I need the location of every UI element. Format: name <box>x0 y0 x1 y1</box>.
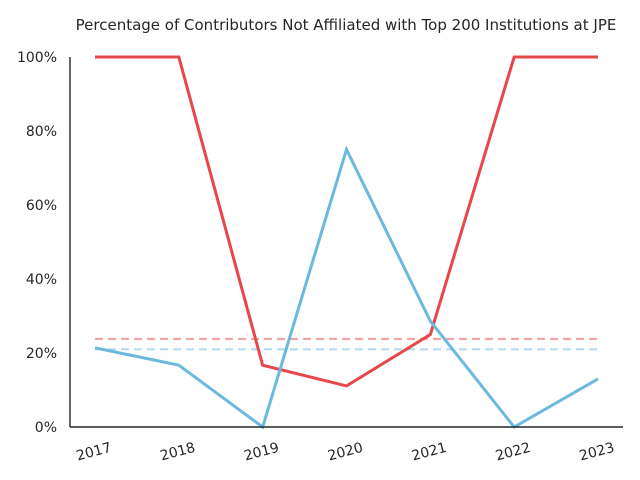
y-tick-label: 100% <box>17 50 57 66</box>
y-tick-label: 40% <box>26 272 57 288</box>
y-tick-labels: 0% 20% 40% 60% 80% 100% <box>17 50 57 436</box>
x-tick-label: 2022 <box>494 440 533 465</box>
y-tick-label: 80% <box>26 124 57 140</box>
chart-title: Percentage of Contributors Not Affiliate… <box>76 16 617 34</box>
x-tick-label: 2023 <box>578 440 617 465</box>
x-tick-label: 2020 <box>326 440 365 465</box>
x-tick-labels: 2017 2018 2019 2020 2021 2022 2023 <box>75 440 617 465</box>
x-tick-label: 2021 <box>410 440 449 465</box>
reference-lines <box>95 337 598 351</box>
series-line-1 <box>95 55 598 388</box>
x-tick-label: 2018 <box>159 440 198 465</box>
x-tick-label: 2017 <box>75 440 114 465</box>
x-tick-label: 2019 <box>242 440 281 465</box>
y-tick-label: 0% <box>35 420 57 436</box>
series-lines <box>94 55 599 430</box>
y-tick-label: 20% <box>26 346 57 362</box>
y-tick-label: 60% <box>26 198 57 214</box>
